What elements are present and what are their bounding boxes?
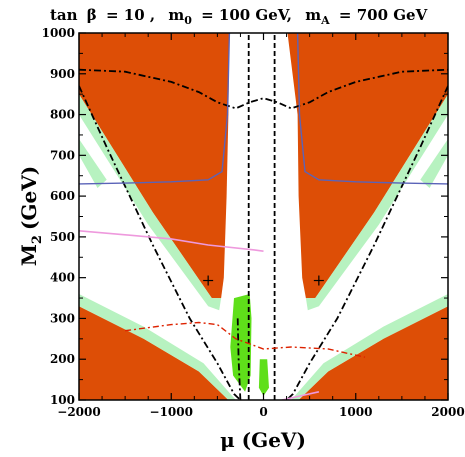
y-axis-ticks: 100 200 300 400 500 600 700 800 900 1000	[42, 26, 448, 407]
title-tan-value: = 10 ,	[106, 6, 155, 24]
svg-text:tan β = 10 ,: tan β = 10 , m0 = 100 GeV, mA = 700 GeV	[50, 6, 428, 28]
title-m0-sub: 0	[184, 14, 192, 27]
relic-bands-dark	[230, 294, 269, 396]
relic-band-lower-right	[291, 294, 448, 400]
higgs-boundary-left	[236, 318, 242, 400]
contour-lines	[79, 33, 448, 400]
y-tick-label: 600	[50, 189, 75, 203]
y-tick-label: 1000	[42, 26, 75, 40]
relic-dark-center	[258, 359, 269, 396]
title-tan: tan	[50, 6, 78, 24]
title-m0: m	[168, 6, 184, 24]
y-tick-label: 200	[50, 352, 75, 366]
excluded-lower-left	[79, 306, 229, 400]
pink-contour-left	[79, 230, 264, 252]
title-mA: m	[305, 6, 321, 24]
y-tick-label: 800	[50, 108, 75, 122]
y-tick-label: 700	[50, 148, 75, 162]
y-tick-label: 300	[50, 311, 75, 325]
blue-contour-left	[79, 33, 231, 185]
pink-contour-bottom	[281, 391, 320, 400]
relic-band-lower-left	[79, 294, 236, 400]
y-axis-title-main: M	[17, 244, 41, 266]
chart-title: tan β = 10 , m0 = 100 GeV, mA = 700 GeV	[50, 6, 428, 28]
x-tick-label: 1000	[339, 405, 372, 419]
x-tick-label: 0	[259, 405, 267, 419]
plus-marker-left	[203, 275, 214, 286]
red-dashdot-contour	[125, 321, 366, 358]
y-tick-label: 900	[50, 67, 75, 81]
y-axis-title-sub: 2	[30, 235, 45, 244]
relic-band-corner-right	[420, 139, 448, 188]
y-tick-label: 400	[50, 271, 75, 285]
y-axis-title: M2 (GeV)	[17, 166, 45, 266]
relic-bands-light	[79, 94, 448, 400]
x-tick-label: −1000	[150, 405, 193, 419]
x-axis-title: μ (GeV)	[220, 428, 306, 452]
y-axis-title-units: (GeV)	[17, 166, 41, 230]
y-tick-label: 500	[50, 230, 75, 244]
markers	[203, 275, 324, 286]
excluded-upper-right	[287, 33, 448, 299]
y-tick-label: 100	[50, 393, 75, 407]
x-axis-ticks: −2000 −1000 0 1000 2000	[57, 33, 465, 419]
x-tick-label: 2000	[431, 405, 464, 419]
blue-contour-right	[296, 33, 448, 185]
x-tick-label: −2000	[57, 405, 100, 419]
relic-band-corner-left	[79, 139, 107, 188]
excluded-regions	[79, 33, 448, 400]
plot-area	[79, 33, 448, 400]
excluded-lower-right	[298, 306, 448, 400]
title-beta: β	[87, 6, 97, 24]
title-mA-sub: A	[320, 14, 330, 27]
title-mA-value: = 700 GeV	[339, 6, 428, 24]
title-m0-value: = 100 GeV,	[201, 6, 292, 24]
excluded-upper-left	[79, 33, 230, 299]
relic-dark-left	[230, 294, 252, 392]
plus-marker-right	[313, 275, 324, 286]
chargino-limit-v-left	[79, 85, 242, 400]
chargino-limit-v-right	[285, 85, 448, 400]
svg-text:M2(GeV): M2 (GeV)	[17, 166, 45, 266]
